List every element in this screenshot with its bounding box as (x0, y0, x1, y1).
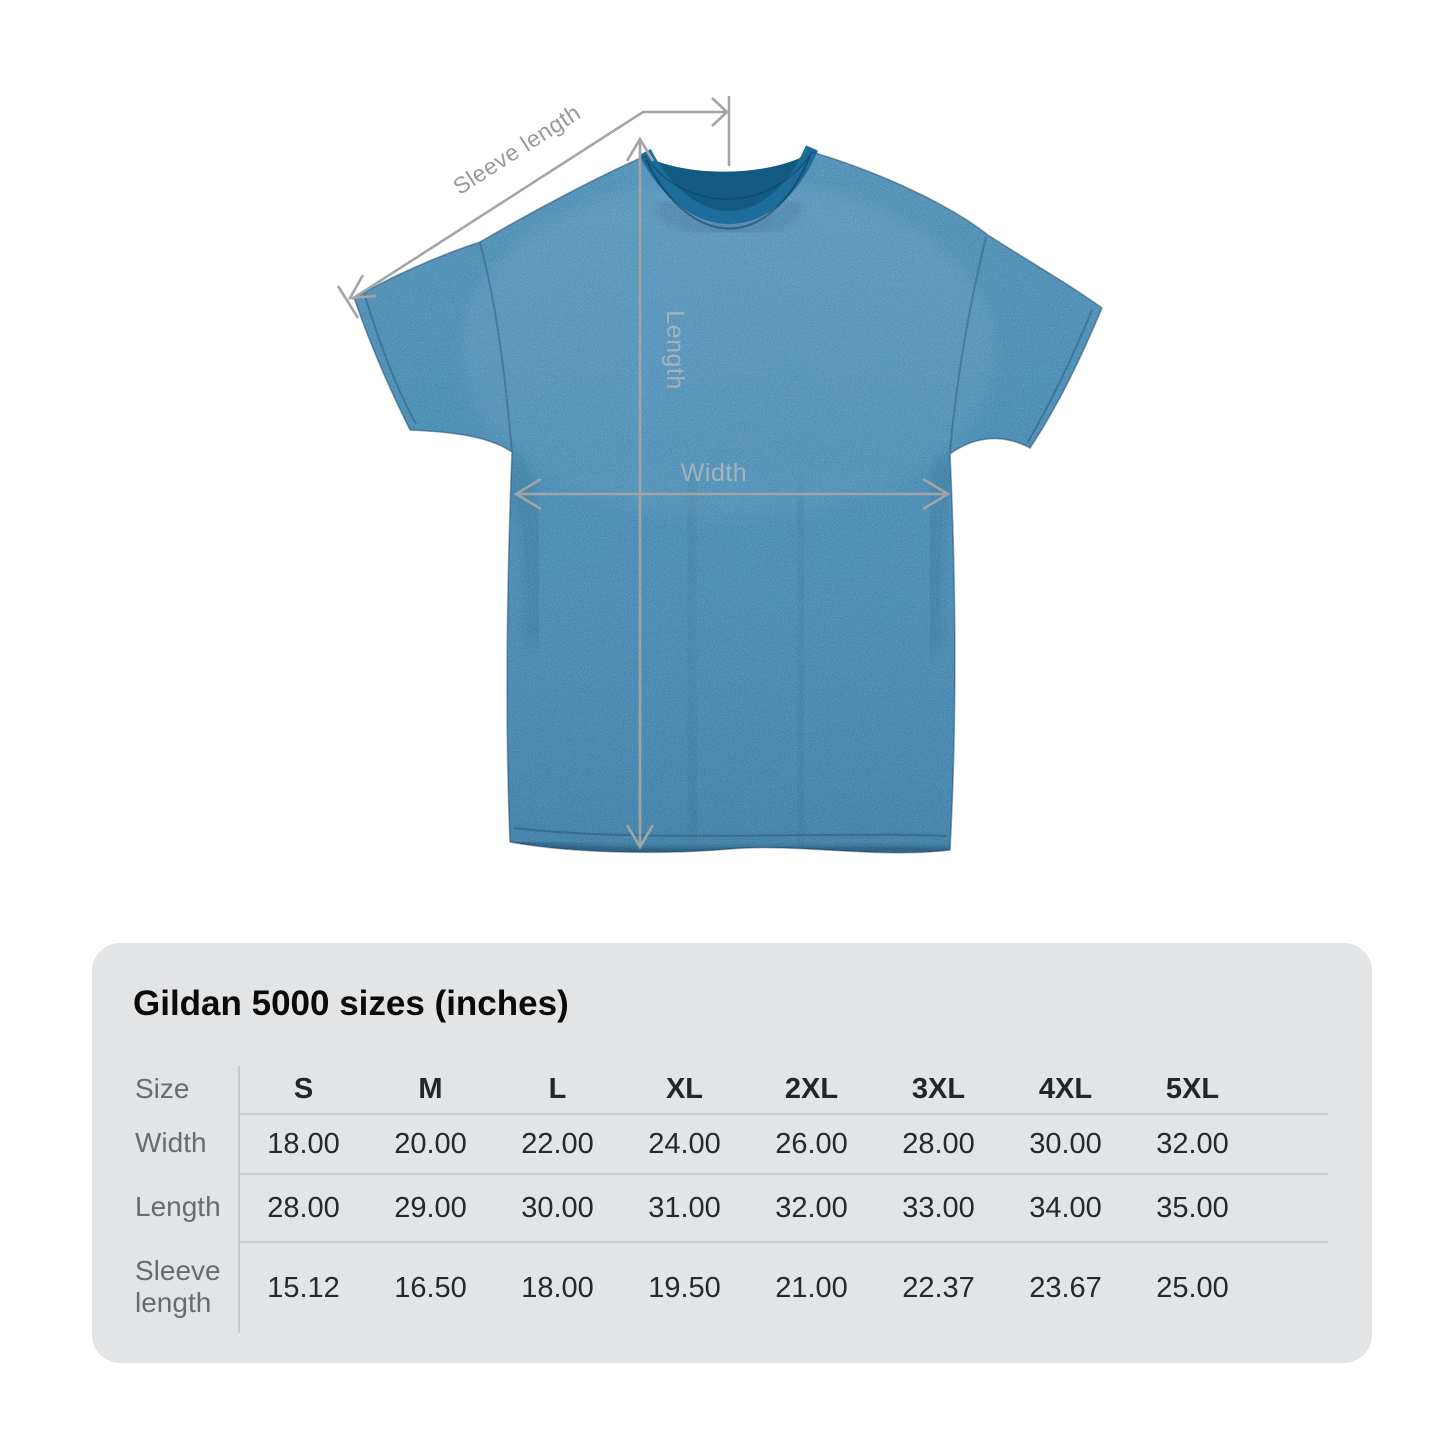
collar (639, 145, 818, 230)
row-label-width: Width (135, 1113, 240, 1173)
sleeve-tick (336, 285, 360, 319)
table-cell-width-4xl: 30.00 (1002, 1113, 1129, 1173)
col-header-xl: XL (665, 1073, 704, 1105)
left-sleeve-seam (479, 242, 513, 453)
table-cell-length-2xl: 32.00 (748, 1173, 875, 1241)
table-cell-width-2xl: 26.00 (748, 1113, 875, 1173)
table-cell-length-3xl: 33.00 (875, 1173, 1002, 1241)
col-header-3xl: 3XL (911, 1073, 966, 1105)
tshirt-outline (353, 151, 1103, 854)
table-cell-sleeve-l: 18.00 (494, 1241, 621, 1333)
table-cell-sleeve-2xl: 21.00 (748, 1241, 875, 1333)
table-cell-length-s: 28.00 (240, 1173, 367, 1241)
table-cell-length-4xl: 34.00 (1002, 1173, 1129, 1241)
tshirt-diagram: Length Width Sleeve length (336, 96, 1103, 854)
size-table: Size S M L XL 2XL 3XL 4XL 5XL Width 18.0… (135, 1066, 1372, 1333)
table-cell-width-5xl: 32.00 (1129, 1113, 1256, 1173)
size-table-panel: Gildan 5000 sizes (inches) Size S M L XL… (92, 943, 1372, 1363)
table-cell-sleeve-5xl: 25.00 (1129, 1241, 1256, 1333)
collar-band (639, 145, 818, 224)
width-label: Width (681, 459, 747, 487)
table-cell-width-xl: 24.00 (621, 1113, 748, 1173)
table-spacer (1256, 1066, 1328, 1113)
size-corner-label: Size (135, 1066, 240, 1113)
table-cell-length-xl: 31.00 (621, 1173, 748, 1241)
col-header-l: L (548, 1073, 567, 1105)
row-label-length: Length (135, 1173, 240, 1241)
table-cell-width-m: 20.00 (367, 1113, 494, 1173)
col-header-s: S (293, 1073, 314, 1105)
panel-title: Gildan 5000 sizes (inches) (133, 984, 569, 1023)
table-cell-width-l: 22.00 (494, 1113, 621, 1173)
sleeve-length-label: Sleeve length (448, 99, 585, 200)
table-cell-length-m: 29.00 (367, 1173, 494, 1241)
sleeve-length-arrow (336, 96, 731, 319)
row-label-sleeve-length: Sleeve length (135, 1241, 240, 1333)
table-cell-length-l: 30.00 (494, 1173, 621, 1241)
col-header-m: M (418, 1073, 443, 1105)
table-cell-sleeve-3xl: 22.37 (875, 1241, 1002, 1333)
table-cell-sleeve-4xl: 23.67 (1002, 1241, 1129, 1333)
bottom-hem-stitch (513, 827, 947, 837)
table-cell-sleeve-m: 16.50 (367, 1241, 494, 1333)
right-cuff-hem (1027, 309, 1093, 443)
col-header-2xl: 2XL (784, 1073, 839, 1105)
table-cell-width-s: 18.00 (240, 1113, 367, 1173)
table-cell-length-5xl: 35.00 (1129, 1173, 1256, 1241)
collar-seam (645, 155, 811, 230)
width-arrow (513, 477, 951, 511)
table-spacer (1256, 1113, 1328, 1173)
table-cell-width-3xl: 28.00 (875, 1113, 1002, 1173)
table-cell-sleeve-xl: 19.50 (621, 1241, 748, 1333)
col-header-5xl: 5XL (1165, 1073, 1220, 1105)
right-sleeve-seam (949, 236, 987, 453)
table-cell-sleeve-s: 15.12 (240, 1241, 367, 1333)
left-cuff-hem (363, 292, 417, 425)
length-label: Length (661, 310, 689, 389)
table-spacer (1256, 1241, 1328, 1333)
col-header-4xl: 4XL (1038, 1073, 1093, 1105)
table-spacer (1256, 1173, 1328, 1241)
